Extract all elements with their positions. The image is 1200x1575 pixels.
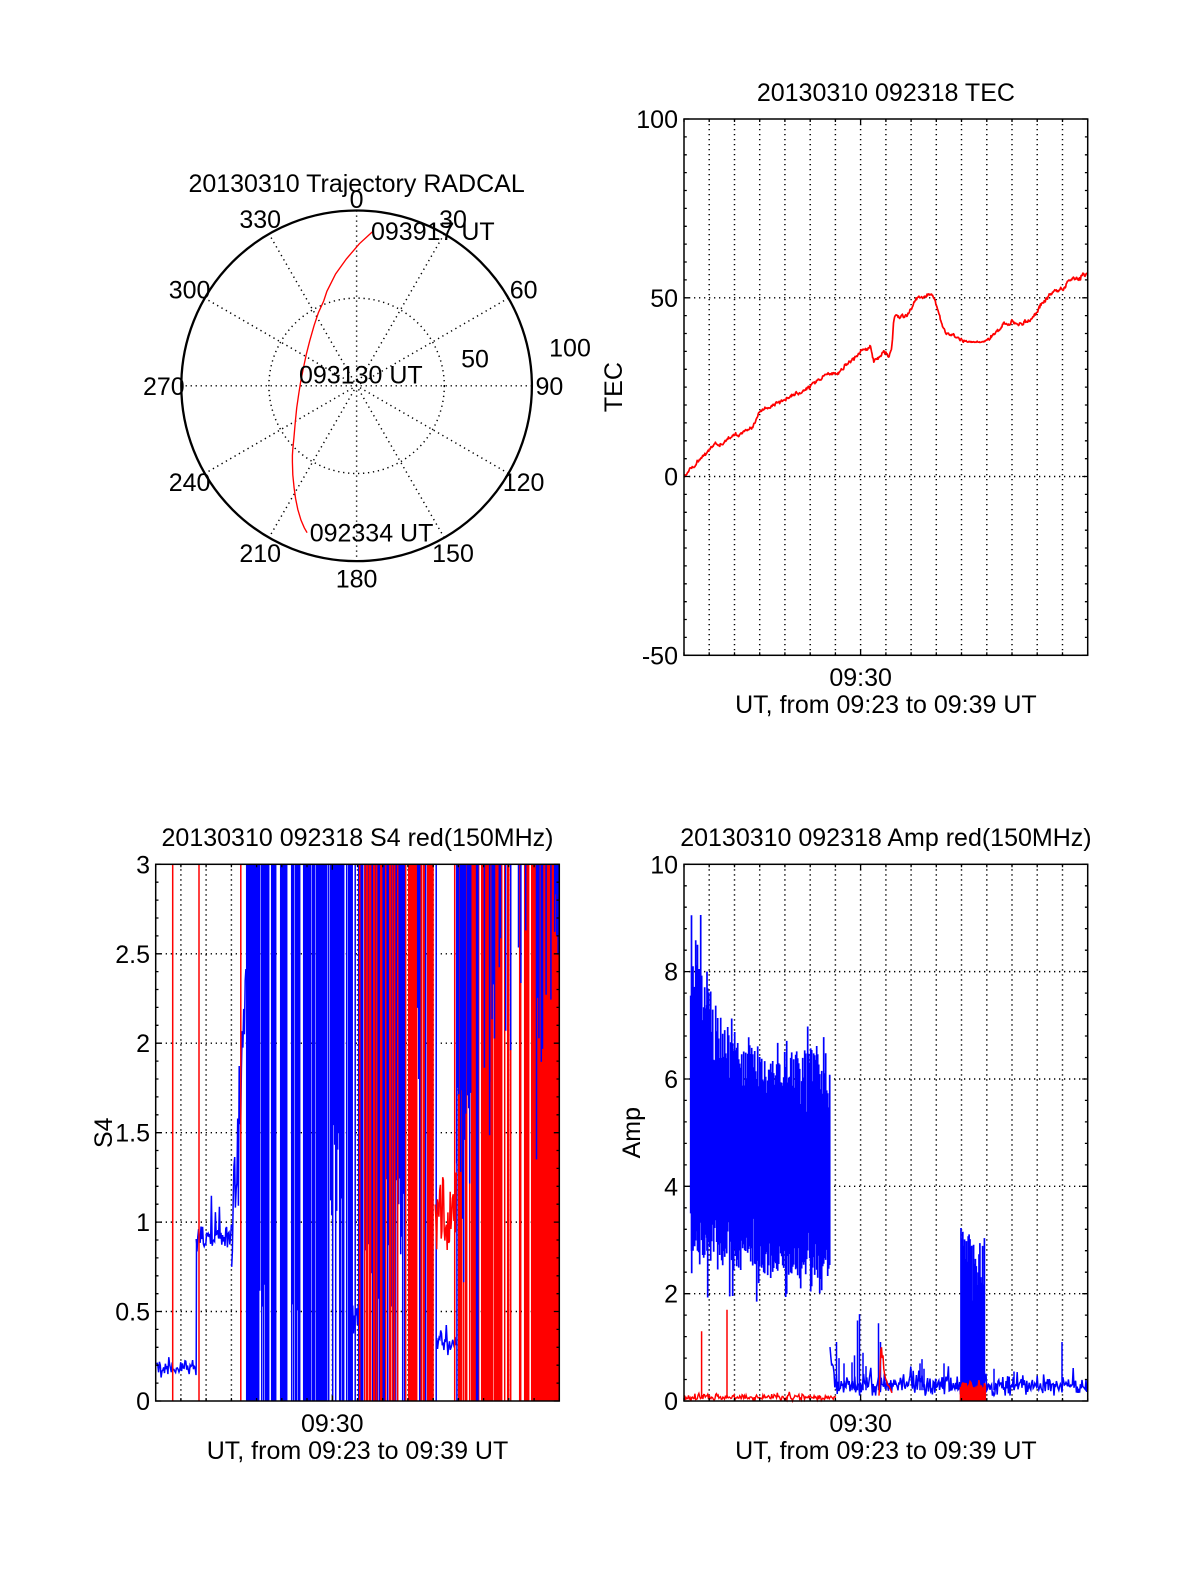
svg-text:8: 8 [664, 959, 678, 987]
svg-text:2: 2 [136, 1030, 150, 1058]
svg-text:0.5: 0.5 [115, 1299, 150, 1327]
svg-text:60: 60 [510, 276, 538, 304]
svg-text:09:30: 09:30 [829, 664, 892, 692]
svg-text:-50: -50 [642, 642, 678, 670]
svg-text:092334 UT: 092334 UT [310, 520, 434, 548]
svg-text:20130310 092318 S4 red(150MHz): 20130310 092318 S4 red(150MHz) [162, 824, 554, 852]
svg-text:2.5: 2.5 [115, 941, 150, 969]
svg-text:150: 150 [432, 540, 474, 568]
svg-text:1.5: 1.5 [115, 1120, 150, 1148]
svg-text:120: 120 [503, 469, 545, 497]
svg-text:90: 90 [535, 373, 563, 401]
svg-text:20130310 092318 Amp red(150MHz: 20130310 092318 Amp red(150MHz) [680, 824, 1091, 852]
svg-text:1: 1 [136, 1209, 150, 1237]
svg-text:2: 2 [664, 1281, 678, 1309]
svg-text:50: 50 [650, 285, 678, 313]
svg-text:0: 0 [664, 464, 678, 492]
svg-text:UT, from 09:23 to 09:39 UT: UT, from 09:23 to 09:39 UT [735, 1437, 1037, 1465]
svg-text:30: 30 [439, 206, 467, 234]
svg-text:20130310 Trajectory RADCAL: 20130310 Trajectory RADCAL [188, 170, 524, 198]
svg-text:UT, from 09:23 to 09:39 UT: UT, from 09:23 to 09:39 UT [207, 1437, 509, 1465]
svg-text:0: 0 [350, 186, 364, 214]
svg-text:20130310 092318 TEC: 20130310 092318 TEC [757, 79, 1015, 107]
svg-text:Amp: Amp [618, 1107, 646, 1158]
svg-text:6: 6 [664, 1066, 678, 1094]
svg-text:300: 300 [169, 276, 211, 304]
svg-text:09:30: 09:30 [301, 1410, 364, 1438]
svg-text:093917 UT: 093917 UT [371, 218, 495, 246]
svg-text:100: 100 [636, 106, 678, 134]
svg-text:S4: S4 [90, 1117, 118, 1148]
svg-text:TEC: TEC [600, 362, 628, 412]
svg-text:UT, from 09:23 to 09:39 UT: UT, from 09:23 to 09:39 UT [735, 691, 1037, 719]
svg-text:240: 240 [169, 469, 211, 497]
svg-text:270: 270 [143, 373, 185, 401]
svg-text:330: 330 [239, 206, 281, 234]
svg-text:093130 UT: 093130 UT [299, 362, 423, 390]
svg-text:09:30: 09:30 [829, 1410, 892, 1438]
svg-text:3: 3 [136, 851, 150, 879]
svg-text:180: 180 [336, 566, 378, 594]
svg-text:4: 4 [664, 1173, 678, 1201]
svg-text:50: 50 [461, 346, 489, 374]
svg-text:0: 0 [136, 1388, 150, 1416]
svg-text:10: 10 [650, 851, 678, 879]
svg-text:0: 0 [664, 1388, 678, 1416]
svg-text:210: 210 [239, 540, 281, 568]
svg-text:100: 100 [549, 335, 591, 363]
